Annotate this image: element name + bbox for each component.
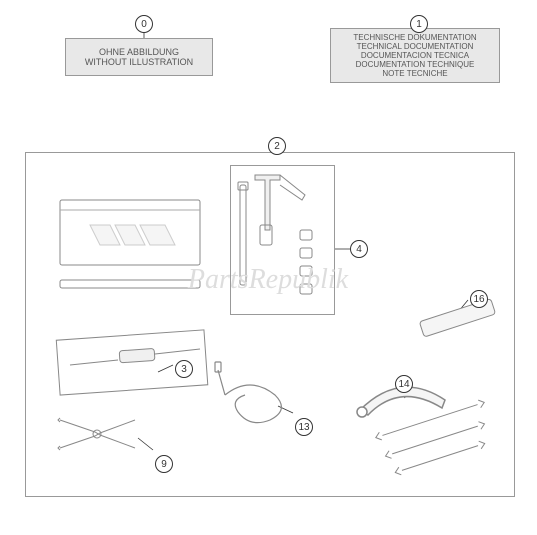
tool-pouch (60, 200, 200, 265)
callout-0: 0 (135, 15, 153, 33)
callout-4: 4 (350, 240, 368, 258)
sockets (300, 230, 312, 294)
tools-illustration (0, 0, 537, 535)
callout-16: 16 (470, 290, 488, 308)
cable-loop (215, 362, 281, 423)
callout-13: 13 (295, 418, 313, 436)
callout-2: 2 (268, 137, 286, 155)
callout-14: 14 (395, 375, 413, 393)
callout-1: 1 (410, 15, 428, 33)
callout-9: 9 (155, 455, 173, 473)
wrenches (375, 399, 486, 477)
rod-tool (238, 182, 248, 285)
t-wrench (255, 175, 305, 245)
tool-bar (60, 280, 200, 288)
callout-3: 3 (175, 360, 193, 378)
pliers (58, 418, 135, 450)
